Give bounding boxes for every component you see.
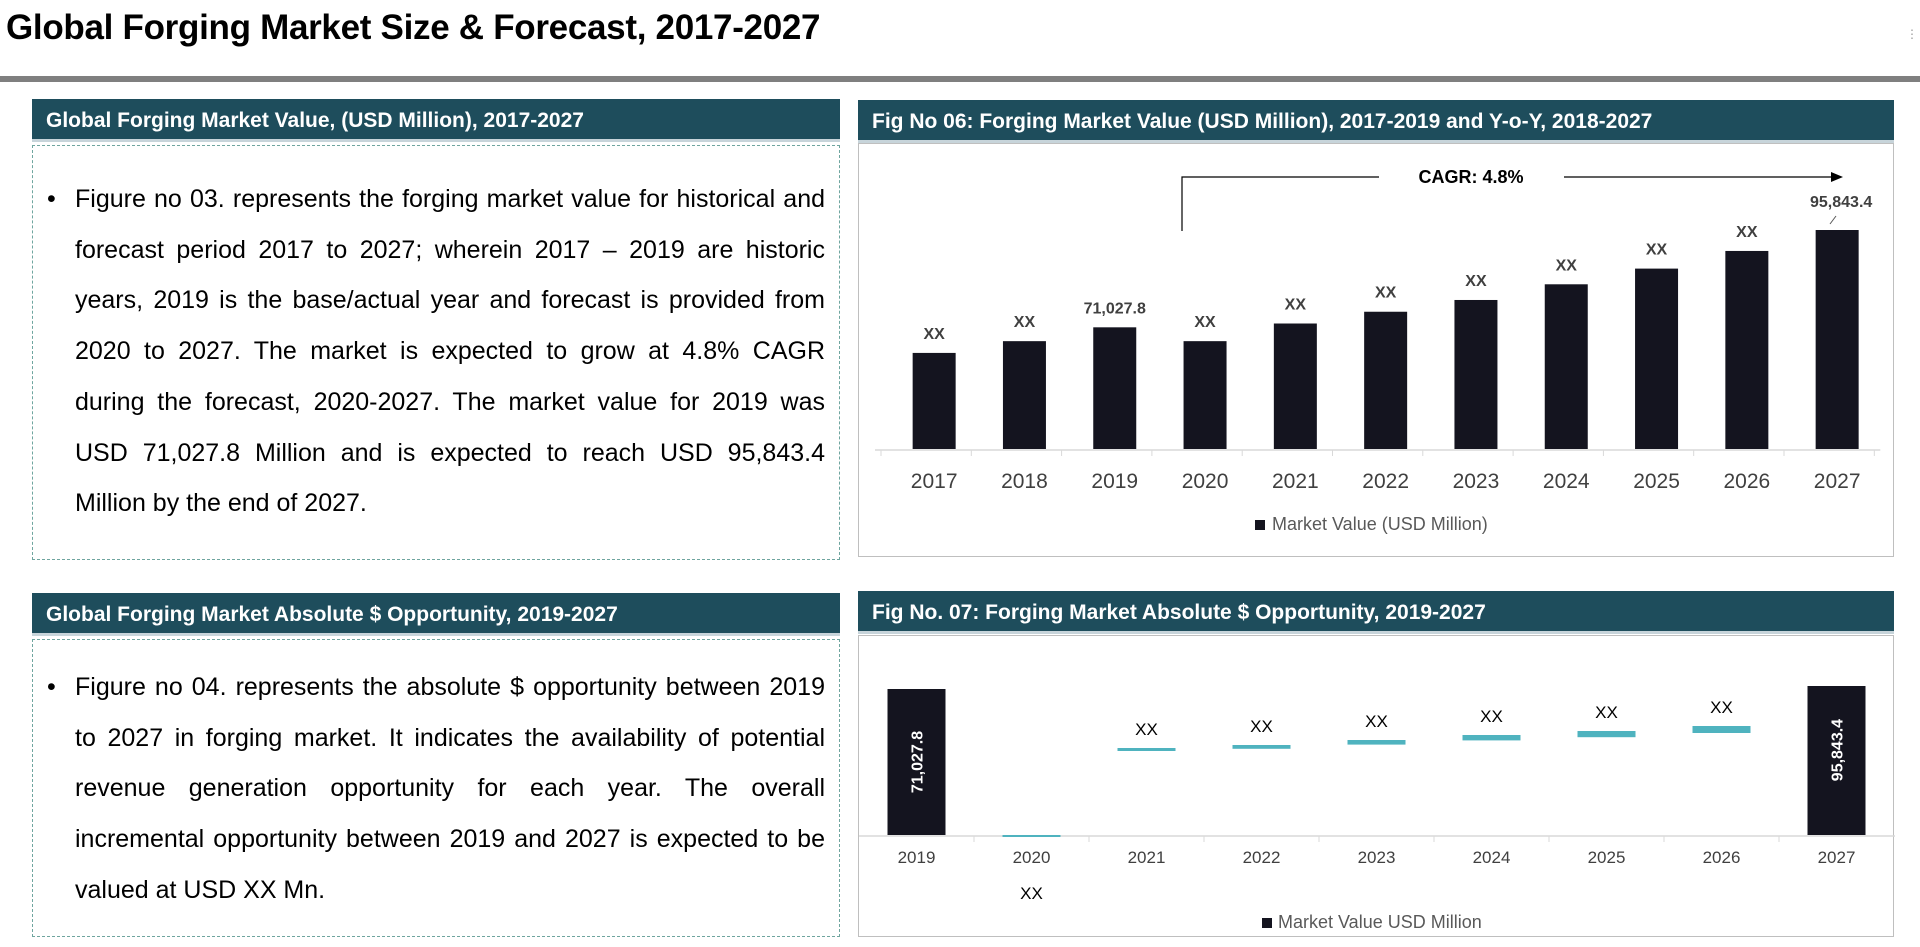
fig07-chart-frame: 71,027.8 2019 XX 2020 XX 2021 XX 2022 XX 2023 XX 20…	[858, 635, 1895, 937]
bar-2025	[1635, 268, 1679, 449]
cagr-arrow-head-icon	[1831, 172, 1843, 182]
bar-2019	[887, 689, 946, 835]
x-tick-label-2023: 2023	[1453, 470, 1500, 493]
bar-2017	[912, 352, 956, 449]
opportunity-text-box: • Figure no 04. represents the absolute …	[32, 639, 840, 937]
fig07-header: Fig No. 07: Forging Market Absolute $ Op…	[858, 591, 1894, 634]
bar-2027	[1815, 230, 1859, 449]
market-value-paragraph: Figure no 03. represents the forging mar…	[75, 185, 825, 518]
x-tick-label-2019: 2019	[1091, 470, 1138, 493]
data-label-2026: XX	[1736, 224, 1758, 241]
x-tick-label-2021: 2021	[1128, 848, 1166, 867]
x-tick-label-2026: 2026	[1703, 848, 1741, 867]
bar-2019	[1093, 327, 1137, 449]
bar-2022	[1364, 311, 1408, 449]
legend-swatch	[1262, 918, 1272, 928]
opportunity-paragraph: Figure no 04. represents the absolute $ …	[75, 673, 825, 904]
data-label-2023: XX	[1365, 712, 1388, 731]
x-tick-label-2017: 2017	[911, 470, 958, 493]
market-value-description: • Figure no 03. represents the forging m…	[47, 174, 825, 529]
x-tick-label-2022: 2022	[1362, 470, 1409, 493]
data-label-2027: 95,843.4	[1810, 194, 1872, 211]
data-label-2019: 71,027.8	[910, 731, 927, 793]
fig07-chart: 71,027.8 2019 XX 2020 XX 2021 XX 2022 XX 2023 XX 20…	[859, 686, 1895, 932]
opportunity-description: • Figure no 04. represents the absolute …	[47, 662, 825, 916]
data-label-2022: XX	[1375, 285, 1397, 302]
fig06-chart-frame: XX 2017 XX 2018 71,027.8 2019 XX 2020 XX 2021 XX 20…	[858, 143, 1894, 557]
edge-mark: ⋮	[1906, 27, 1918, 41]
fig06-header: Fig No 06: Forging Market Value (USD Mil…	[858, 100, 1894, 143]
data-label-2018: XX	[1014, 314, 1036, 331]
bar-2024	[1544, 284, 1588, 449]
x-tick-label-2021: 2021	[1272, 470, 1319, 493]
legend-swatch	[1255, 520, 1265, 530]
data-label-2024: XX	[1556, 257, 1578, 274]
data-label-2023: XX	[1465, 273, 1487, 290]
x-tick-label-2026: 2026	[1723, 470, 1770, 493]
cagr-label: CAGR: 4.8%	[1418, 167, 1523, 187]
data-label-2025: XX	[1595, 703, 1618, 722]
market-value-text-box: • Figure no 03. represents the forging m…	[32, 145, 840, 560]
bar-2025	[1577, 731, 1636, 738]
legend-label: Market Value (USD Million)	[1272, 514, 1488, 534]
data-label-2025: XX	[1646, 242, 1668, 259]
page-title: Global Forging Market Size & Forecast, 2…	[6, 8, 821, 47]
x-tick-label-2020: 2020	[1182, 470, 1229, 493]
data-label-2022: XX	[1250, 717, 1273, 736]
data-label-2027: 95,843.4	[1830, 719, 1847, 781]
last-label-leader	[1829, 215, 1837, 225]
bar-2018	[1002, 341, 1046, 449]
bullet-icon: •	[47, 673, 56, 701]
bullet-icon: •	[47, 185, 56, 213]
bar-2023	[1347, 740, 1406, 745]
bar-2020	[1002, 835, 1061, 837]
legend-label: Market Value USD Million	[1278, 912, 1482, 932]
data-label-2026: XX	[1710, 698, 1733, 717]
x-tick-label-2018: 2018	[1001, 470, 1048, 493]
data-label-2021: XX	[1135, 720, 1158, 739]
x-tick-label-2024: 2024	[1543, 470, 1590, 493]
x-tick-label-2025: 2025	[1588, 848, 1626, 867]
title-divider	[0, 76, 1920, 82]
x-tick-label-2027: 2027	[1814, 470, 1861, 493]
cagr-bracket	[1181, 176, 1379, 231]
bar-2026	[1725, 250, 1769, 449]
x-tick-label-2022: 2022	[1243, 848, 1281, 867]
x-tick-label-2024: 2024	[1473, 848, 1511, 867]
fig06-chart: XX 2017 XX 2018 71,027.8 2019 XX 2020 XX 2021 XX 20…	[875, 167, 1881, 534]
bar-2024	[1462, 735, 1521, 741]
bar-2026	[1692, 726, 1751, 733]
market-value-panel-header: Global Forging Market Value, (USD Millio…	[32, 99, 840, 142]
bar-2021	[1273, 323, 1317, 449]
data-label-2020: XX	[1020, 884, 1043, 903]
bar-2020	[1183, 341, 1227, 449]
data-label-2024: XX	[1480, 707, 1503, 726]
x-tick-label-2019: 2019	[898, 848, 936, 867]
opportunity-panel-header: Global Forging Market Absolute $ Opportu…	[32, 593, 840, 636]
data-label-2021: XX	[1285, 297, 1307, 314]
bar-2023	[1454, 299, 1498, 449]
bar-2027	[1807, 686, 1866, 835]
bar-2022	[1232, 745, 1291, 749]
bar-2021	[1117, 748, 1176, 751]
x-tick-label-2025: 2025	[1633, 470, 1680, 493]
data-label-2019: 71,027.8	[1084, 300, 1146, 317]
x-tick-label-2023: 2023	[1358, 848, 1396, 867]
data-label-2017: XX	[923, 326, 945, 343]
x-tick-label-2020: 2020	[1013, 848, 1051, 867]
data-label-2020: XX	[1194, 314, 1216, 331]
x-tick-label-2027: 2027	[1818, 848, 1856, 867]
